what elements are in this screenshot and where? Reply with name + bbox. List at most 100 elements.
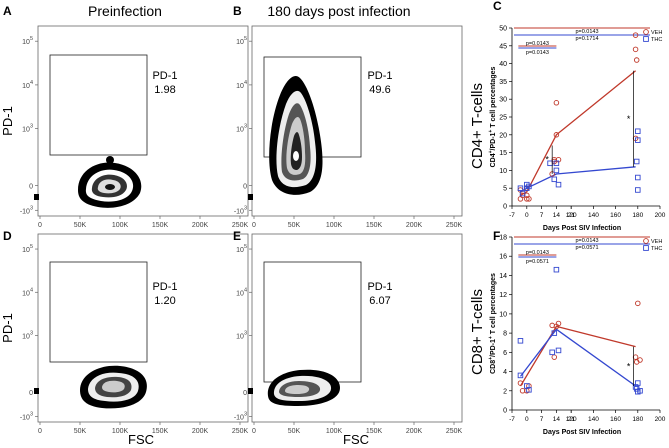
y-tick-label: 25 [499,115,507,122]
y-tick-label: 14 [499,273,507,280]
data-point-veh [632,32,639,38]
x-ticks: 0 50K 100K 150K 200K 250K [252,422,462,435]
y-tick-label: -103 [234,411,247,421]
p-value: p=0.0143 [575,238,598,244]
data-point-thc [549,349,555,356]
y-ticks: 105 104 103 0 -103 [20,244,38,421]
panel-letter: A [3,4,12,18]
data-point-thc [517,372,524,379]
gate-value: 1.98 [154,84,175,96]
data-point-thc [637,388,643,394]
x-tick-label: 14 [553,212,561,219]
y-ticks: 105 104 103 0 -103 [20,36,38,215]
x-axis-label: Days Post SIV Infection [543,429,621,436]
y-tick-label: 105 [236,36,247,46]
legend-label-thc: THC [651,246,662,252]
gate-box [49,54,148,156]
gate-label: PD-1 [367,70,392,82]
data-point-thc [553,167,560,174]
axis-marker [34,194,39,200]
row-label-cd4: CD4+ T-cells [469,83,486,169]
data-point-thc [517,185,524,191]
y-tick-label: 16 [499,254,507,261]
y-tick-label: 0 [29,184,33,191]
y-ticks: 105 104 103 0 -103 [234,36,252,215]
y-tick-label: 50 [499,26,507,33]
data-point-veh [524,196,530,202]
panel-letter: B [233,4,242,18]
gate-label: PD-1 [367,281,392,293]
y-tick-label: -103 [20,411,33,421]
series-line-thc [519,328,636,387]
y-tick-label: 104 [22,287,33,297]
x-tick-label: 21 [568,416,576,423]
data-point-thc [635,380,641,386]
plot-frame [37,233,249,423]
data-point-veh [555,320,562,327]
x-tick-label: 100K [326,222,343,229]
x-tick-label: 100K [112,428,129,435]
x-tick-label: -7 [509,212,515,219]
x-tick-label: 250K [446,222,463,229]
y-tick-label: 105 [22,244,33,254]
legend-label-veh: VEH [651,30,662,36]
row-label-cd8: CD8+ T-cells [469,289,486,375]
x-tick-label: 200 [655,416,666,423]
axis-marker [34,388,39,394]
x-tick-label: 0 [525,416,529,423]
y-tick-label: 0 [503,204,507,211]
x-tick-label: 50K [288,222,301,229]
x-tick-label: 14 [553,416,561,423]
plot-frame [37,25,249,217]
density-center [105,184,115,190]
x-tick-label: 50K [288,428,301,435]
panel-title: Preinfection [88,3,162,19]
data-point-thc [519,190,526,197]
panel-title: 180 days post infection [267,3,410,19]
y-tick-label: 15 [499,150,507,157]
x-tick-label: 7 [540,212,544,219]
y-tick-label: 40 [499,61,507,68]
x-tick-label: -7 [509,416,515,423]
x-tick-label: 150K [366,428,383,435]
y-tick-label: 2 [503,388,507,395]
y-tick-label: 103 [236,331,247,341]
legend-label-thc: THC [651,37,662,43]
x-tick-label: 250K [446,428,463,435]
y-tick-label: 0 [29,390,33,397]
data-point-veh [553,132,560,138]
y-tick-label: 30 [499,97,507,104]
panel-b: B 180 days post infection 105 104 103 0 -103… [233,3,462,229]
y-tick-label: 10 [499,311,507,318]
gate-value: 6.07 [369,295,390,307]
x-tick-label: 50K [74,222,87,229]
x-tick-label: 250K [232,222,249,229]
y-ticks: 105 104 103 0 -103 [234,244,252,421]
y-tick-label: 12 [499,292,507,299]
data-point-thc [553,266,560,273]
significance-star: * [545,155,549,165]
p-value: p=0.0143 [526,41,549,47]
p-value: p=0.0143 [526,250,549,256]
data-point-veh [637,357,643,363]
density-core [102,380,125,393]
x-tick-label: 200K [192,222,209,229]
data-point-veh [553,100,560,106]
data-point-veh [635,300,641,307]
x-tick-label: 150K [366,222,383,229]
x-tick-label: 200K [192,428,209,435]
x-tick-label: 140 [588,416,599,423]
y-tick-label: 104 [236,287,247,297]
y-tick-label: 6 [503,350,507,357]
data-point-veh [632,46,639,53]
data-point-thc [551,330,558,336]
x-tick-label: 100K [112,222,129,229]
data-point-thc [517,338,524,344]
x-tick-label: 150K [152,222,169,229]
y-tick-label: 45 [499,43,507,50]
data-point-thc [553,160,560,167]
x-tick-label: 120 [566,416,577,423]
p-value: p=0.0571 [526,259,549,265]
